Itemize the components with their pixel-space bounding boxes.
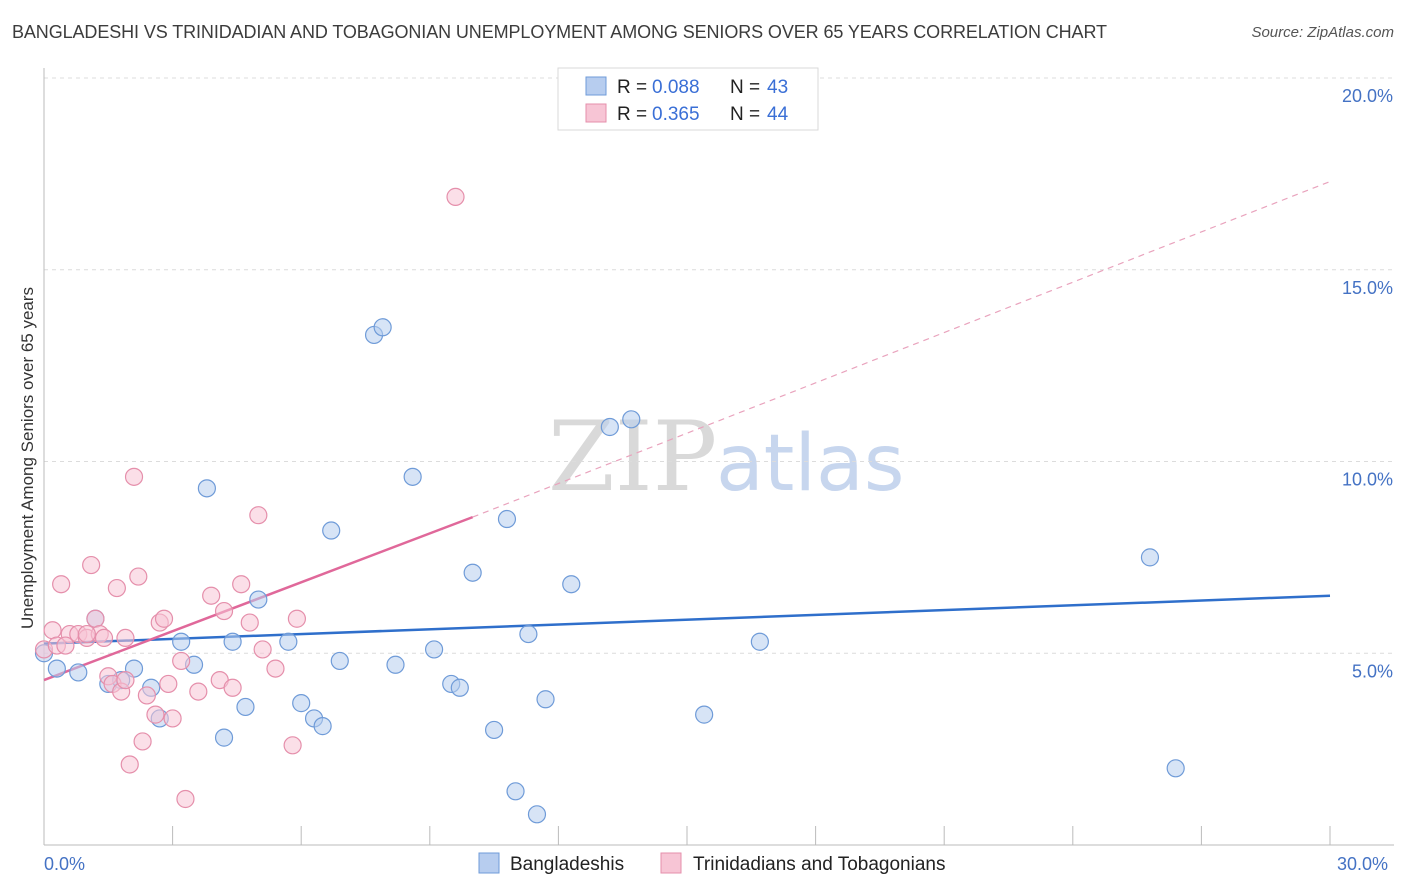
x-tick-label-max: 30.0% [1337,854,1388,874]
point-trinidadians-39 [287,609,307,628]
legend-n-label-2: N = [730,104,760,125]
legend-r-value-2: 0.365 [652,104,700,125]
legend-r-label-2: R = [617,104,647,125]
point-trinidadians-43 [116,628,135,648]
point-bangladeshis-35 [536,690,555,709]
point-trinidadians-41 [56,636,75,655]
point-trinidadians-10 [94,628,114,648]
legend-swatch-trinidadians [585,103,607,123]
point-bangladeshis-39 [695,705,714,724]
gridlines [44,77,1394,654]
point-bangladeshis-19 [313,717,332,736]
point-bangladeshis-38 [622,410,641,429]
point-trinidadians-42 [77,624,96,644]
point-trinidadians-35 [249,506,268,525]
point-trinidadians-24 [159,674,178,694]
point-trinidadians-31 [214,601,234,621]
bottom-legend-swatch-trinidadians [660,852,682,874]
point-trinidadians-26 [172,651,191,671]
point-bangladeshis-26 [424,640,444,659]
point-trinidadians-8 [86,609,105,628]
source-label: Source: ZipAtlas.com [1251,24,1394,41]
point-bangladeshis-12 [214,728,234,747]
point-bangladeshis-20 [322,521,341,540]
y-tick-label-1: 10.0% [1342,470,1393,490]
legend-swatch-bangladeshis [585,76,607,96]
point-trinidadians-16 [120,755,139,774]
point-bangladeshis-30 [485,720,504,740]
legend-n-value-2: 44 [767,104,789,125]
legend-box: R = 0.088 N = 43 R = 0.365 N = 44 [557,67,819,131]
point-bangladeshis-1 [47,659,66,678]
point-bangladeshis-14 [236,697,255,717]
point-trinidadians-21 [146,705,165,724]
point-trinidadians-17 [124,467,144,486]
point-trinidadians-37 [266,659,285,678]
axes [43,68,1394,846]
point-bangladeshis-28 [450,678,469,697]
point-trinidadians-36 [253,640,272,659]
data-points [34,187,1185,824]
point-bangladeshis-15 [249,590,268,609]
point-trinidadians-28 [189,682,208,701]
point-bangladeshis-40 [750,632,769,651]
point-trinidadians-29 [202,586,221,605]
point-trinidadians-18 [129,567,148,586]
legend-n-value-1: 43 [767,77,788,98]
point-trinidadians-32 [223,678,242,697]
watermark-atlas: atlas [716,419,905,509]
point-trinidadians-23 [154,609,174,628]
legend-n-label-1: N = [730,77,760,98]
point-bangladeshis-24 [386,655,405,674]
point-bangladeshis-25 [403,467,422,486]
point-trinidadians-19 [133,732,152,751]
point-trinidadians-7 [82,555,101,575]
point-bangladeshis-41 [1140,548,1160,567]
point-bangladeshis-36 [562,575,581,594]
y-tick-label-0: 5.0% [1352,661,1393,681]
point-bangladeshis-29 [463,563,482,582]
point-bangladeshis-31 [497,509,517,529]
point-bangladeshis-42 [1166,759,1185,778]
y-tick-label-2: 15.0% [1342,278,1393,298]
point-trinidadians-27 [176,789,195,809]
point-trinidadians-1 [43,621,62,640]
point-bangladeshis-23 [373,318,392,337]
y-tick-labels: 5.0% 10.0% 15.0% 20.0% [1342,86,1393,681]
point-bangladeshis-16 [279,632,298,651]
point-trinidadians-38 [283,736,302,755]
point-trinidadians-15 [116,670,135,690]
point-trinidadians-33 [232,575,251,594]
legend-r-label-1: R = [617,77,647,98]
bottom-legend: Bangladeshis Trinidadians and Tobagonian… [478,852,945,875]
trend-line-bangladeshis [43,594,1331,645]
point-trinidadians-3 [52,575,71,594]
chart-title: BANGLADESHI VS TRINIDADIAN AND TOBAGONIA… [12,22,1107,42]
bottom-legend-label-bangladeshis: Bangladeshis [510,854,624,875]
point-bangladeshis-13 [223,632,242,651]
point-bangladeshis-32 [506,782,525,801]
y-tick-label-3: 20.0% [1342,86,1393,106]
point-trinidadians-40 [446,187,465,206]
point-bangladeshis-17 [292,694,311,713]
point-bangladeshis-11 [197,479,216,498]
legend-r-value-1: 0.088 [652,77,700,98]
point-bangladeshis-33 [519,624,538,644]
point-trinidadians-20 [137,686,156,705]
x-tick-label-min: 0.0% [44,854,85,874]
point-bangladeshis-9 [172,632,191,651]
point-trinidadians-13 [107,578,126,598]
point-bangladeshis-37 [600,417,619,437]
point-bangladeshis-34 [527,805,547,824]
bottom-legend-swatch-bangladeshis [478,852,500,874]
point-trinidadians-25 [163,709,182,728]
y-axis-label: Unemployment Among Seniors over 65 years [18,287,37,629]
bottom-legend-label-trinidadians: Trinidadians and Tobagonians [693,854,945,875]
point-trinidadians-34 [240,613,259,632]
point-bangladeshis-2 [69,663,88,682]
point-bangladeshis-21 [330,651,349,671]
